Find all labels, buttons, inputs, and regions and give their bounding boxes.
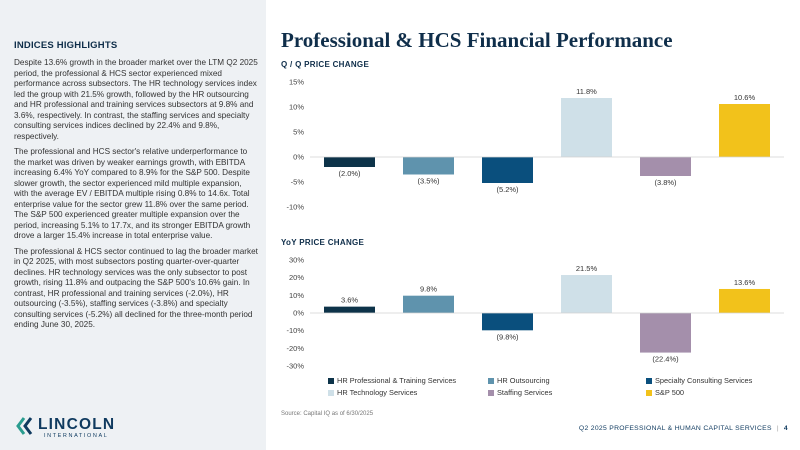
data-label: (3.5%) bbox=[417, 177, 440, 186]
y-tick-label: 0% bbox=[293, 309, 304, 318]
legend-item: S&P 500 bbox=[646, 388, 786, 397]
bar bbox=[482, 313, 533, 331]
legend-swatch bbox=[328, 377, 334, 384]
data-label: (2.0%) bbox=[338, 169, 361, 178]
bar bbox=[561, 275, 612, 313]
bar bbox=[640, 313, 691, 353]
data-label: 21.5% bbox=[576, 264, 598, 273]
indices-heading: INDICES HIGHLIGHTS bbox=[14, 40, 118, 51]
y-tick-label: -30% bbox=[286, 362, 304, 371]
legend-label: Staffing Services bbox=[497, 388, 553, 397]
y-tick-label: 5% bbox=[293, 128, 304, 137]
bar bbox=[482, 157, 533, 183]
data-label: 3.6% bbox=[341, 296, 358, 305]
page-footer: Q2 2025 PROFESSIONAL & HUMAN CAPITAL SER… bbox=[579, 425, 788, 432]
yoy-price-change-chart: 30% 20% 10% 0% -10% -20% -30% 3.6% 9.8% (9.8%) 21.… bbox=[286, 256, 784, 371]
bar bbox=[561, 98, 612, 157]
bar bbox=[403, 157, 454, 175]
page-title: Professional & HCS Financial Performance bbox=[281, 28, 673, 52]
bar bbox=[324, 157, 375, 167]
data-label: 11.8% bbox=[576, 87, 597, 96]
data-label: 10.6% bbox=[734, 93, 756, 102]
data-label: (3.8%) bbox=[654, 178, 677, 187]
legend-item: HR Professional & Training Services bbox=[328, 376, 488, 385]
highlights-paragraph-2: The professional and HCS sector's relati… bbox=[14, 147, 251, 240]
y-tick-label: -20% bbox=[286, 344, 304, 353]
chart-legend: HR Professional & Training Services HR O… bbox=[328, 376, 788, 397]
highlights-paragraph-1: Despite 13.6% growth in the broader mark… bbox=[14, 58, 258, 141]
legend-label: S&P 500 bbox=[655, 388, 685, 397]
logo-subtitle: INTERNATIONAL bbox=[44, 433, 109, 439]
highlights-paragraph-3: The professional & HCS sector continued … bbox=[14, 246, 258, 330]
data-label: (5.2%) bbox=[496, 185, 519, 194]
lincoln-logo: LINCOLN INTERNATIONAL bbox=[14, 416, 144, 442]
legend-item: Specialty Consulting Services bbox=[646, 376, 786, 385]
y-tick-label: 20% bbox=[289, 273, 304, 282]
bar bbox=[719, 104, 770, 157]
y-tick-label: 30% bbox=[289, 256, 304, 265]
y-tick-label: -5% bbox=[291, 178, 305, 187]
legend-item: HR Technology Services bbox=[328, 388, 488, 397]
data-label: 13.6% bbox=[734, 278, 756, 287]
legend-swatch bbox=[328, 389, 334, 396]
bar bbox=[640, 157, 691, 176]
bar bbox=[324, 306, 375, 313]
y-tick-label: 10% bbox=[289, 103, 304, 112]
y-tick-label: -10% bbox=[286, 203, 304, 212]
data-label: 9.8% bbox=[420, 285, 437, 294]
y-tick-label: 10% bbox=[289, 291, 304, 300]
footer-separator: | bbox=[776, 425, 779, 432]
bar bbox=[403, 295, 454, 313]
data-label: (22.4%) bbox=[652, 355, 679, 364]
legend-item: HR Outsourcing bbox=[488, 376, 646, 385]
legend-label: HR Outsourcing bbox=[497, 376, 550, 385]
legend-swatch bbox=[646, 389, 652, 396]
y-tick-label: 0% bbox=[293, 153, 304, 162]
legend-label: HR Professional & Training Services bbox=[337, 376, 457, 385]
page-number: 4 bbox=[783, 425, 788, 432]
yoy-chart-title: YoY PRICE CHANGE bbox=[281, 238, 365, 247]
data-label: (9.8%) bbox=[496, 332, 519, 341]
lincoln-chevron-logo-icon bbox=[16, 417, 33, 435]
bar bbox=[719, 288, 770, 313]
left-panel: INDICES HIGHLIGHTS Despite 13.6% growth … bbox=[0, 0, 266, 450]
y-tick-label: 15% bbox=[289, 78, 304, 87]
legend-swatch bbox=[488, 389, 494, 396]
footer-text: Q2 2025 PROFESSIONAL & HUMAN CAPITAL SER… bbox=[578, 425, 772, 432]
legend-label: HR Technology Services bbox=[337, 388, 418, 397]
highlights-body: Despite 13.6% growth in the broader mark… bbox=[14, 58, 258, 336]
legend-label: Specialty Consulting Services bbox=[655, 376, 753, 385]
source-note: Source: Capital IQ as of 6/30/2025 bbox=[281, 411, 374, 417]
legend-item: Staffing Services bbox=[488, 388, 646, 397]
qq-chart-title: Q / Q PRICE CHANGE bbox=[281, 60, 370, 69]
qq-price-change-chart: 15% 10% 5% 0% -5% -10% (2.0%) (3.5%) (5.2%) 11.8%… bbox=[286, 78, 784, 212]
y-tick-label: -10% bbox=[286, 326, 304, 335]
legend-swatch bbox=[488, 377, 494, 384]
logo-wordmark: LINCOLN bbox=[38, 416, 116, 433]
legend-swatch bbox=[646, 377, 652, 384]
